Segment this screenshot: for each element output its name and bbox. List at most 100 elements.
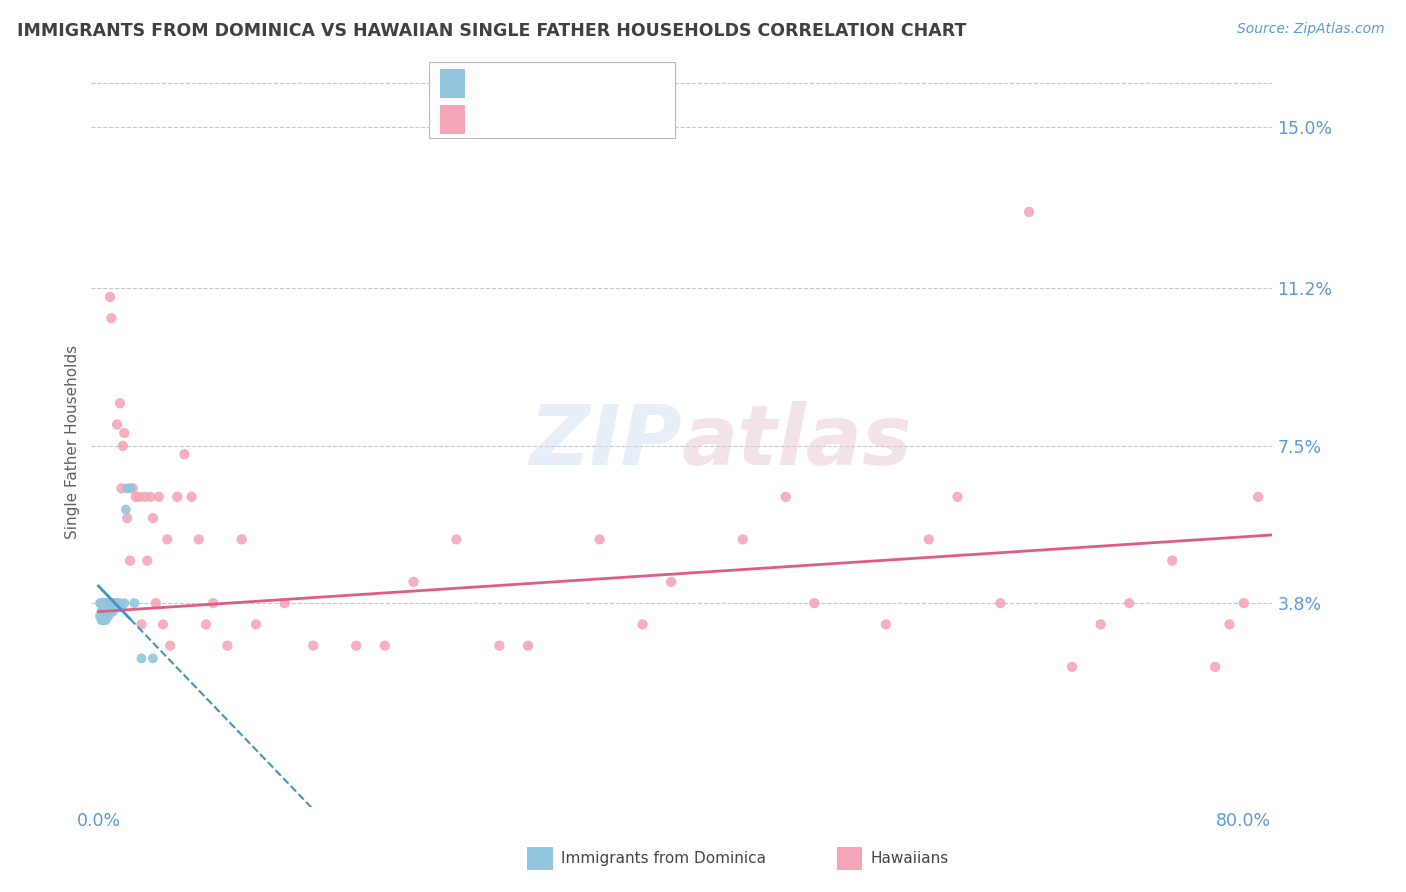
Point [1090, 617, 1112, 632]
Point [187, 533, 209, 547]
Point [91, 600, 114, 615]
Point [156, 533, 179, 547]
Point [517, 639, 540, 653]
Text: Hawaiians: Hawaiians [870, 851, 949, 865]
Text: atlas: atlas [682, 401, 912, 482]
Point [118, 553, 141, 567]
Y-axis label: Single Father Households: Single Father Households [65, 344, 80, 539]
Point [103, 596, 125, 610]
Point [946, 490, 969, 504]
Point [105, 417, 128, 432]
Text: N =: N = [575, 112, 612, 127]
Point [142, 651, 165, 665]
Point [98, 596, 121, 610]
Point [1118, 596, 1140, 610]
Text: -0.096: -0.096 [505, 76, 562, 91]
Point [114, 502, 136, 516]
Point [93, 596, 115, 610]
Point [115, 481, 138, 495]
Point [96, 605, 118, 619]
Point [128, 490, 150, 504]
Point [101, 596, 124, 610]
Point [125, 490, 148, 504]
Point [108, 396, 131, 410]
Point [1233, 596, 1256, 610]
Point [94, 596, 117, 610]
Point [344, 639, 367, 653]
Point [875, 617, 897, 632]
Text: 65: 65 [606, 112, 628, 127]
Point [139, 490, 162, 504]
Point [91, 596, 114, 610]
Point [91, 613, 114, 627]
Point [96, 600, 118, 615]
Point [90, 596, 112, 610]
Text: R =: R = [474, 76, 509, 91]
Point [98, 290, 121, 304]
Point [110, 600, 132, 615]
Point [111, 439, 134, 453]
Point [631, 617, 654, 632]
Point [94, 613, 117, 627]
Point [100, 605, 122, 619]
Point [803, 596, 825, 610]
Point [94, 596, 117, 610]
Text: 41: 41 [606, 76, 628, 91]
Point [93, 605, 115, 619]
Point [131, 617, 153, 632]
Point [118, 481, 141, 495]
Point [1161, 553, 1184, 567]
Text: R =: R = [474, 112, 509, 127]
Point [159, 639, 181, 653]
Text: ZIP: ZIP [529, 401, 682, 482]
Point [173, 447, 195, 461]
Point [202, 596, 225, 610]
Point [108, 596, 131, 610]
Point [374, 639, 396, 653]
Text: 0.145: 0.145 [505, 112, 555, 127]
Point [142, 511, 165, 525]
Point [231, 533, 253, 547]
Point [89, 608, 111, 623]
Point [1204, 660, 1226, 674]
Point [148, 490, 170, 504]
Point [105, 596, 128, 610]
Point [446, 533, 468, 547]
Point [166, 490, 188, 504]
Text: Immigrants from Dominica: Immigrants from Dominica [561, 851, 766, 865]
Point [124, 596, 146, 610]
Point [134, 490, 156, 504]
Point [98, 605, 121, 619]
Point [1247, 490, 1270, 504]
Point [97, 600, 120, 615]
Point [488, 639, 510, 653]
Point [273, 596, 295, 610]
Point [104, 600, 127, 615]
Point [918, 533, 941, 547]
Point [145, 596, 167, 610]
Point [217, 639, 239, 653]
Point [110, 481, 132, 495]
Point [101, 596, 124, 610]
Point [90, 605, 112, 619]
Point [89, 596, 111, 610]
Point [107, 600, 129, 615]
Point [136, 553, 159, 567]
Point [91, 605, 114, 619]
Point [245, 617, 267, 632]
Point [101, 605, 124, 619]
Point [1218, 617, 1240, 632]
Point [100, 311, 122, 326]
Point [152, 617, 174, 632]
Text: IMMIGRANTS FROM DOMINICA VS HAWAIIAN SINGLE FATHER HOUSEHOLDS CORRELATION CHART: IMMIGRANTS FROM DOMINICA VS HAWAIIAN SIN… [17, 22, 966, 40]
Point [93, 596, 115, 610]
Point [180, 490, 202, 504]
Point [90, 613, 112, 627]
Point [100, 596, 122, 610]
Point [115, 511, 138, 525]
Point [96, 596, 118, 610]
Point [94, 605, 117, 619]
Point [93, 600, 115, 615]
Point [775, 490, 797, 504]
Text: Source: ZipAtlas.com: Source: ZipAtlas.com [1237, 22, 1385, 37]
